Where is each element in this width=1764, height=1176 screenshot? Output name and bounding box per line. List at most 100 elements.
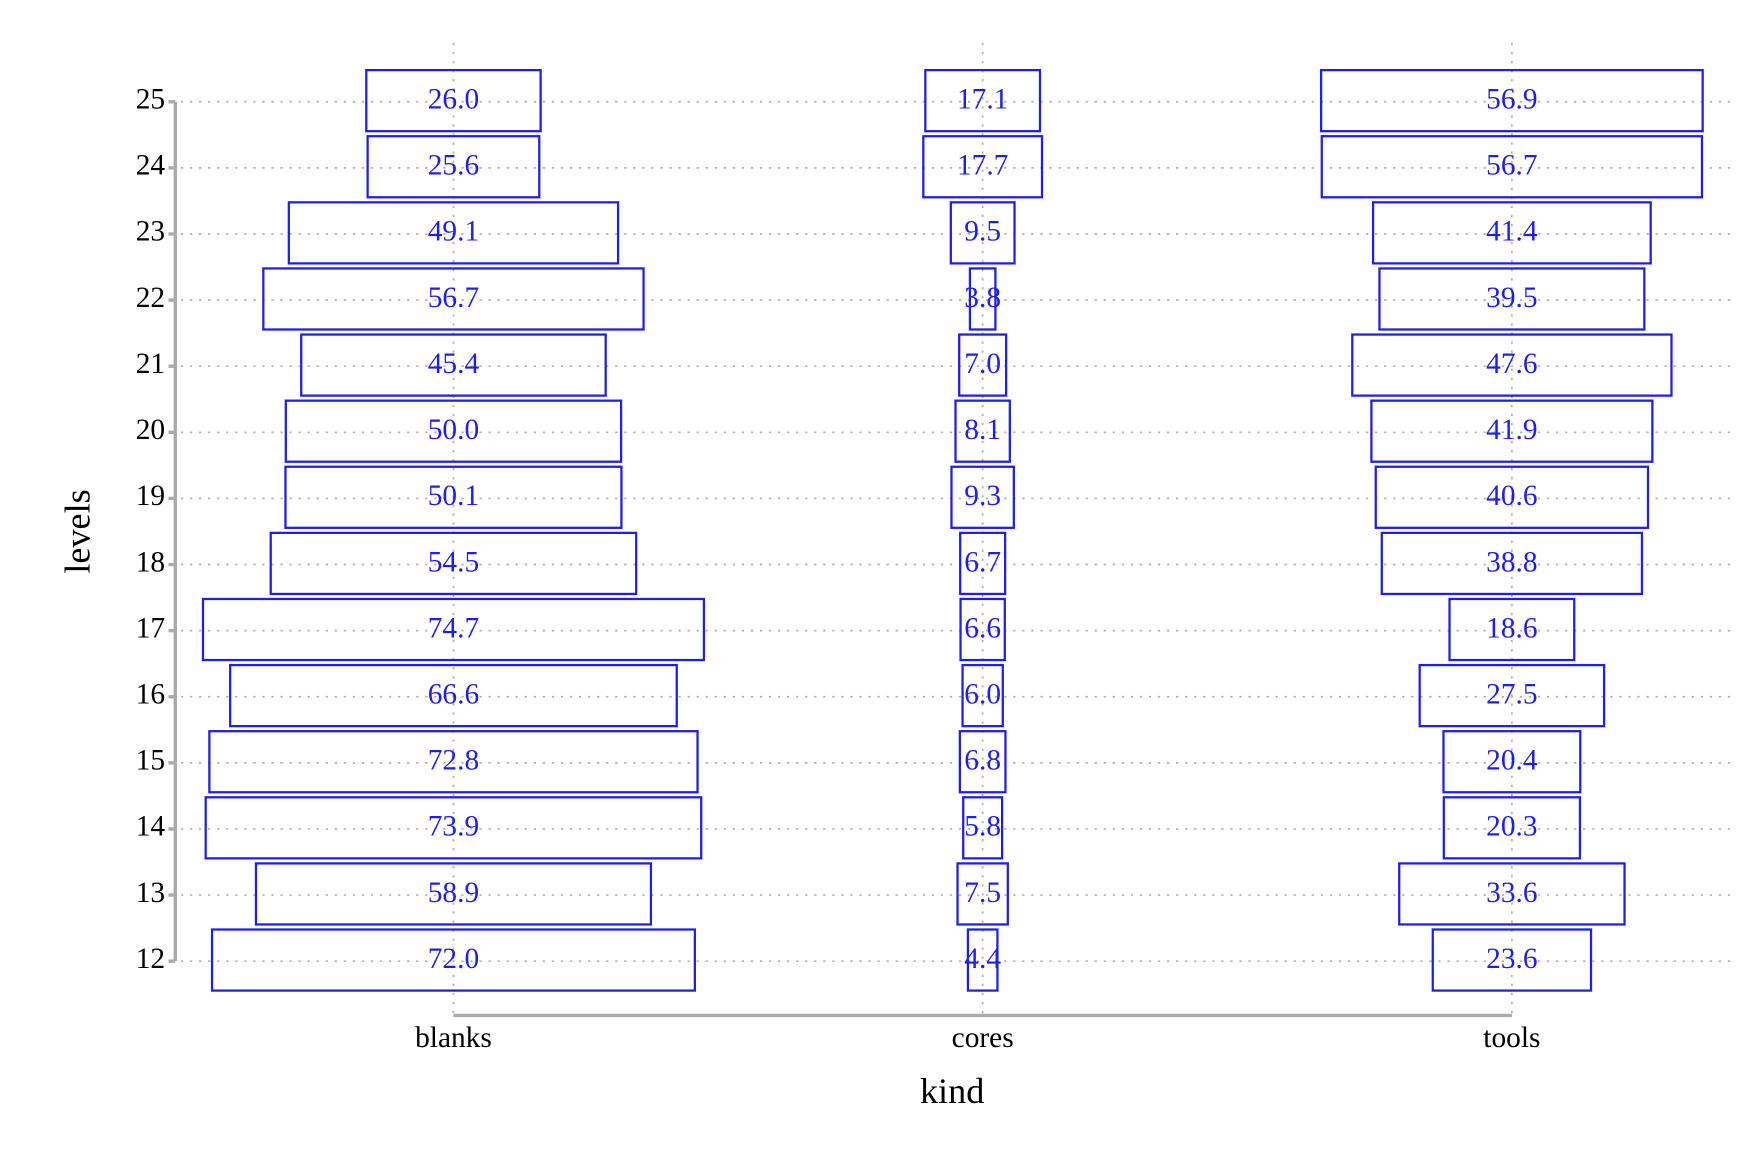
value-label: 9.3 — [964, 480, 1001, 512]
y-tick-label: 14 — [136, 811, 166, 843]
value-label: 18.6 — [1486, 612, 1537, 644]
value-label: 73.9 — [428, 811, 479, 843]
tile — [950, 465, 1015, 529]
value-label: 72.0 — [428, 943, 479, 975]
value-label: 17.1 — [957, 84, 1008, 116]
value-label: 54.5 — [428, 546, 479, 578]
value-label: 49.1 — [428, 216, 479, 248]
tile — [959, 531, 1007, 596]
value-label: 6.8 — [964, 745, 1001, 777]
value-label: 8.1 — [964, 414, 1001, 446]
tile — [284, 399, 623, 463]
value-label: 6.6 — [964, 612, 1001, 644]
y-tick-label: 19 — [136, 480, 165, 512]
tile — [922, 135, 1044, 199]
tile — [1378, 267, 1646, 331]
y-tick-label: 23 — [136, 216, 165, 248]
y-tick-label: 16 — [136, 678, 165, 710]
tile — [365, 68, 542, 133]
value-label: 6.0 — [964, 678, 1001, 710]
value-label: 33.6 — [1486, 877, 1537, 909]
tile — [300, 333, 607, 397]
tile — [1320, 135, 1704, 199]
y-tick-label: 24 — [136, 150, 166, 182]
value-label: 17.7 — [957, 150, 1008, 182]
tile — [1431, 928, 1593, 992]
plot: kind levels 12 13 14 15 16 17 18 19 20 21 22 23 24 25… — [58, 42, 1731, 1111]
value-label: 39.5 — [1486, 282, 1537, 314]
value-label: 74.7 — [428, 612, 479, 644]
value-label: 25.6 — [428, 150, 479, 182]
value-label: 3.8 — [964, 282, 1001, 314]
y-tick-label: 25 — [136, 84, 165, 116]
tile — [1319, 68, 1704, 133]
value-label: 20.4 — [1486, 745, 1538, 777]
value-label: 72.8 — [428, 745, 479, 777]
tile — [204, 796, 703, 860]
tile — [1442, 796, 1582, 860]
value-label: 26.0 — [428, 84, 479, 116]
tile — [262, 267, 645, 331]
tile — [1418, 663, 1606, 728]
tile — [1370, 399, 1654, 463]
tile — [949, 201, 1016, 265]
value-label: 9.5 — [964, 216, 1001, 248]
value-label: 4.4 — [964, 943, 1001, 975]
tile — [254, 862, 653, 926]
tile — [958, 730, 1007, 794]
tile — [961, 663, 1004, 728]
x-tick-label: tools — [1483, 1022, 1540, 1054]
tile — [1374, 465, 1650, 529]
value-label: 56.7 — [1486, 150, 1537, 182]
tile — [966, 928, 999, 992]
value-label: 7.5 — [964, 877, 1001, 909]
x-tick-label: blanks — [415, 1022, 492, 1054]
tile — [962, 796, 1004, 860]
value-label: 58.9 — [428, 877, 479, 909]
tile — [1351, 333, 1673, 397]
tile — [208, 730, 699, 794]
tile — [1398, 862, 1626, 926]
value-label: 20.3 — [1486, 811, 1537, 843]
y-tick-label: 15 — [136, 745, 165, 777]
y-tick-label: 12 — [136, 943, 165, 975]
value-label: 47.6 — [1486, 348, 1537, 380]
tile — [1371, 201, 1652, 265]
tile — [201, 597, 706, 662]
value-label: 41.9 — [1486, 414, 1537, 446]
value-label: 7.0 — [964, 348, 1001, 380]
value-label: 50.1 — [428, 480, 479, 512]
tile — [954, 399, 1011, 463]
x-axis-title: kind — [920, 1071, 984, 1111]
value-label: 38.8 — [1486, 546, 1537, 578]
tile — [968, 267, 997, 331]
y-tick-label: 21 — [136, 348, 165, 380]
tile — [1380, 531, 1644, 596]
y-tick-label: 13 — [136, 877, 165, 909]
tile — [269, 531, 638, 596]
tile — [924, 68, 1042, 133]
value-label: 56.9 — [1486, 84, 1537, 116]
value-label: 56.7 — [428, 282, 479, 314]
tile — [1442, 730, 1582, 794]
value-label: 6.7 — [964, 546, 1001, 578]
value-label: 45.4 — [428, 348, 480, 380]
tile — [284, 465, 623, 529]
tile — [1448, 597, 1576, 662]
y-axis-title: levels — [58, 489, 98, 573]
value-label: 40.6 — [1486, 480, 1537, 512]
value-label: 41.4 — [1486, 216, 1538, 248]
tile — [287, 201, 620, 265]
tile — [229, 663, 678, 728]
tile — [958, 333, 1008, 397]
value-label: 27.5 — [1486, 678, 1537, 710]
value-label: 23.6 — [1486, 943, 1537, 975]
tile — [366, 135, 541, 199]
value-label: 5.8 — [964, 811, 1001, 843]
x-tick-label: cores — [952, 1022, 1014, 1054]
y-tick-label: 22 — [136, 282, 165, 314]
tile — [956, 862, 1009, 926]
y-tick-label: 17 — [136, 612, 165, 644]
value-label: 66.6 — [428, 678, 479, 710]
